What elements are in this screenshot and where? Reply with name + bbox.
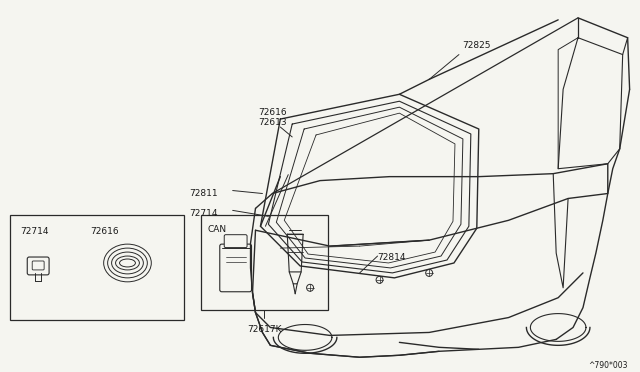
Circle shape — [426, 269, 433, 276]
Bar — [201, 215, 328, 310]
FancyBboxPatch shape — [224, 235, 247, 248]
Text: 72811: 72811 — [189, 189, 218, 198]
Circle shape — [307, 284, 314, 291]
Text: CAN: CAN — [208, 225, 227, 234]
Text: ^790*003: ^790*003 — [588, 361, 628, 370]
Text: 72714: 72714 — [189, 209, 218, 218]
Text: 72714: 72714 — [20, 227, 49, 236]
Text: 72616: 72616 — [259, 108, 287, 117]
Text: 72814: 72814 — [378, 253, 406, 262]
Circle shape — [376, 276, 383, 283]
Text: 72613: 72613 — [259, 118, 287, 127]
Text: 72825: 72825 — [462, 41, 490, 49]
Bar — [10, 215, 184, 320]
Text: 72616: 72616 — [90, 227, 118, 236]
FancyBboxPatch shape — [28, 257, 49, 275]
Text: 72617K: 72617K — [247, 326, 282, 334]
FancyBboxPatch shape — [220, 244, 252, 292]
FancyBboxPatch shape — [32, 261, 44, 270]
